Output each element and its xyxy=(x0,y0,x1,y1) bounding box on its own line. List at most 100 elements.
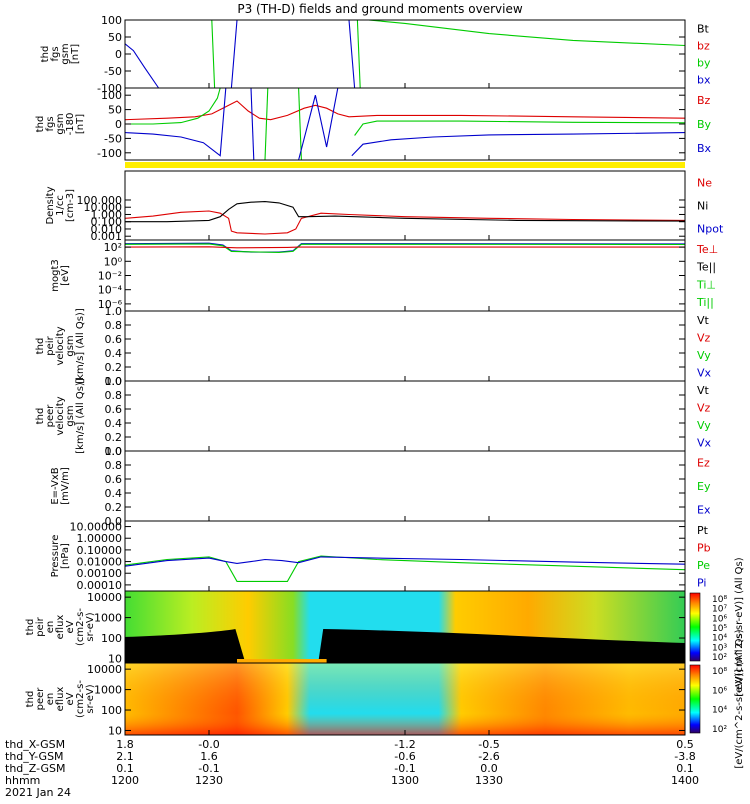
x-tick-label: -0.6 xyxy=(394,750,415,763)
plot-title: P3 (TH-D) fields and ground moments over… xyxy=(237,2,522,16)
x-tick-label: -2.6 xyxy=(478,750,499,763)
series-line-by xyxy=(368,19,686,47)
y-axis-label-line: mogt3 xyxy=(50,259,61,292)
y-tick-label: 0.001 xyxy=(91,230,123,243)
y-axis-label-line: thd xyxy=(25,691,36,708)
y-tick-label: 10 xyxy=(108,724,122,737)
y-axis-label-line: (cm2-s- xyxy=(75,680,86,718)
x-tick-label: 0.1 xyxy=(676,762,694,775)
colorbar-tick-label: 10² xyxy=(712,653,727,663)
y-axis-label: Density 1/cc [cm-3] xyxy=(45,186,76,224)
x-axis-row-label: hhmm xyxy=(5,774,40,787)
y-tick-label: 0 xyxy=(115,118,122,131)
y-tick-label: 100.000 xyxy=(77,194,123,207)
series-line-by xyxy=(298,87,302,161)
colorbar-tick-label: 10³ xyxy=(712,643,727,653)
colorbar-tick-label: 10⁵ xyxy=(712,624,727,634)
colorbar-tick-label: 10⁸ xyxy=(712,667,727,677)
y-axis-label-line: [nT] xyxy=(70,44,81,64)
legend-entry: Ey xyxy=(697,480,711,493)
y-axis-label: thd peir en eflux eV (cm2-s-sr-eV) xyxy=(25,608,96,646)
series-line-by xyxy=(354,120,686,136)
y-axis-label-line: sr-eV) xyxy=(85,612,96,641)
x-tick-label: -3.8 xyxy=(674,750,695,763)
y-axis-label-line: -180 xyxy=(65,113,76,136)
y-tick-label: 10 xyxy=(108,652,122,665)
y-axis-label: thd fgs gsm [nT] xyxy=(40,43,81,64)
y-axis-label-line: sr-eV) xyxy=(85,684,96,713)
series-line-pe xyxy=(124,555,686,582)
series-line-by xyxy=(356,19,361,89)
x-tick-label: 1400 xyxy=(671,774,699,787)
panel-density: 100.00010.0001.0000.1000.0100.001 Density… xyxy=(45,170,724,243)
y-tick-label: -100 xyxy=(97,147,122,160)
y-axis-label-line: 1/cc xyxy=(55,195,66,216)
panel-frame xyxy=(124,87,686,161)
colorbar-tick-label: 10⁸ xyxy=(712,595,727,605)
colorbar-scale xyxy=(689,664,701,734)
y-tick-label: 0.0 xyxy=(105,375,123,388)
y-axis-label-line: [cm-3] xyxy=(65,189,76,222)
spectrogram-band xyxy=(237,659,327,663)
x-tick-label: -0.0 xyxy=(198,738,219,751)
y-tick-label: -50 xyxy=(104,132,122,145)
x-tick-label: -1.2 xyxy=(394,738,415,751)
colorbar-tick-label: 10⁴ xyxy=(712,634,727,644)
y-tick-label: 0.0 xyxy=(105,445,123,458)
series-line-bx xyxy=(124,87,227,157)
legend-entry: Pe xyxy=(697,559,710,572)
y-axis-label-line: [nPa] xyxy=(60,543,71,569)
y-tick-label: 0.8 xyxy=(105,459,123,472)
x-tick-label: 1.6 xyxy=(200,750,218,763)
legend-entry: Vy xyxy=(697,419,711,432)
y-tick-label: -50 xyxy=(104,65,122,78)
y-tick-label: 10000 xyxy=(87,591,122,604)
spectrogram-dark-region xyxy=(125,629,246,663)
y-tick-label: 0.2 xyxy=(105,501,123,514)
colorbar: 10⁸ 10⁶ 10⁴ 10² [eV/(cm^2-s-sr-eV)] (All Qs) xyxy=(689,629,745,769)
x-tick-label: 0.5 xyxy=(676,738,694,751)
y-axis-label-line: thd xyxy=(40,46,51,63)
y-tick-label: 10⁻⁶ xyxy=(98,298,123,311)
status-bar xyxy=(125,162,685,168)
colorbar-tick-label: 10⁶ xyxy=(712,614,727,624)
panel-peer_eflux: 10⁸ 10⁶ 10⁴ 10² [eV/(cm^2-s-sr-eV)] (All Qs)… xyxy=(25,629,745,768)
y-axis-label-line: eflux xyxy=(55,615,66,640)
y-axis-label-line: gsm xyxy=(60,43,71,64)
y-tick-label: 0.4 xyxy=(105,347,123,360)
y-axis-label-line: peir xyxy=(45,335,56,355)
y-axis-label-line: eV xyxy=(65,620,76,633)
series-line-bx xyxy=(351,132,686,157)
series-line-bz xyxy=(124,100,686,121)
y-tick-label: 1.000 xyxy=(91,208,123,221)
y-axis-label-line: [nT] xyxy=(75,114,86,134)
date-label: 2021 Jan 24 xyxy=(5,786,71,799)
legend-entry: Ez xyxy=(697,457,710,470)
panel-pressure: 10.000001.000000.100000.010000.001000.00… xyxy=(50,520,711,592)
y-tick-label: 0.4 xyxy=(105,487,123,500)
legend-entry: Pb xyxy=(697,541,711,554)
series-line-by xyxy=(264,87,269,161)
x-tick-label: 0.1 xyxy=(116,762,134,775)
legend-entry: Te⊥ xyxy=(696,243,718,256)
y-tick-label: 0.2 xyxy=(105,431,123,444)
y-tick-label: 10000 xyxy=(87,663,122,676)
x-tick-label: -0.1 xyxy=(394,762,415,775)
y-axis-label: thd fgs gsm -180 [nT] xyxy=(35,113,86,136)
legend-entry: Bz xyxy=(697,94,711,107)
legend-entry: Vx xyxy=(697,366,712,379)
y-axis-label-line: eV xyxy=(65,692,76,705)
colorbar-tick-label: 10² xyxy=(712,725,727,735)
panel-frame xyxy=(124,450,686,522)
y-tick-label: 0.4 xyxy=(105,417,123,430)
panel-fgs_180: 100 500-50 -100 thd fgs gsm -180 [nT] Bz By Bx xyxy=(35,87,712,161)
y-axis-label-line: [mV/m] xyxy=(60,467,71,505)
panel-frame xyxy=(124,170,686,241)
y-axis-label-line: [eV] xyxy=(60,265,71,286)
y-axis-label: thd peer en eflux eV (cm2-s-sr-eV) xyxy=(25,680,96,718)
y-tick-label: 1.0 xyxy=(105,375,123,388)
